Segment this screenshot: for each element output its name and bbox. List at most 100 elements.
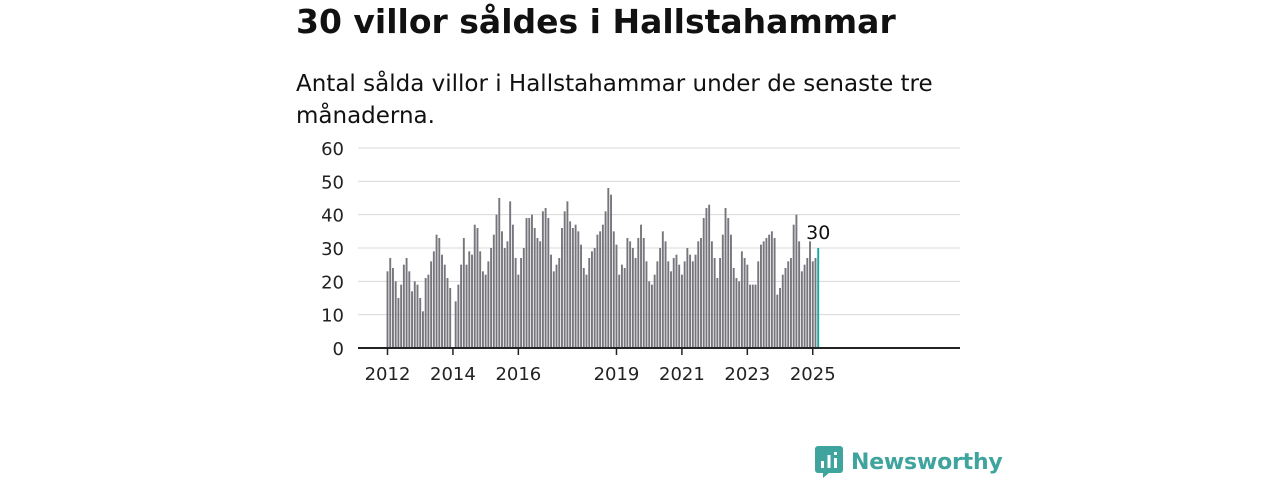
bar xyxy=(637,238,640,348)
bar xyxy=(735,278,738,348)
bar xyxy=(719,258,722,348)
bar xyxy=(732,268,735,348)
bar xyxy=(724,208,727,348)
bar xyxy=(661,231,664,348)
x-tick-label: 2025 xyxy=(790,364,836,385)
bar xyxy=(588,258,591,348)
bar xyxy=(795,214,798,348)
bar xyxy=(498,198,501,348)
bar xyxy=(408,271,411,348)
bar xyxy=(740,251,743,348)
bar xyxy=(552,271,555,348)
bar xyxy=(702,218,705,348)
bar xyxy=(705,208,708,348)
bar xyxy=(561,228,563,348)
bar xyxy=(514,258,517,348)
bar xyxy=(640,224,642,348)
bar xyxy=(490,248,493,348)
bar xyxy=(721,234,724,348)
bar xyxy=(495,214,498,348)
bar xyxy=(645,261,648,348)
bar xyxy=(615,244,618,348)
bar xyxy=(768,234,771,348)
highlight-bar xyxy=(817,248,820,348)
x-tick-label: 2012 xyxy=(365,364,411,385)
bar xyxy=(730,234,732,348)
bar xyxy=(462,238,465,348)
bar xyxy=(582,268,585,348)
bar xyxy=(757,261,760,348)
bar xyxy=(789,258,792,348)
newsworthy-brand: Newsworthy xyxy=(815,446,1003,478)
bar xyxy=(738,281,741,348)
y-tick-label: 20 xyxy=(321,272,344,293)
bar xyxy=(446,278,449,348)
bar xyxy=(435,234,438,348)
bar xyxy=(697,241,700,348)
y-tick-label: 60 xyxy=(321,139,344,160)
bar xyxy=(683,261,686,348)
bar xyxy=(760,244,762,348)
bar xyxy=(727,218,730,348)
bar xyxy=(528,218,531,348)
newsworthy-logo-icon xyxy=(815,446,843,478)
bar xyxy=(631,248,634,348)
bar xyxy=(566,201,569,348)
bar xyxy=(400,284,403,348)
page-subtitle: Antal sålda villor i Hallstahammar under… xyxy=(296,71,933,129)
bar xyxy=(577,231,580,348)
bar xyxy=(629,241,632,348)
bar xyxy=(713,258,716,348)
y-tick-label: 10 xyxy=(321,306,344,327)
bar xyxy=(762,241,765,348)
bar xyxy=(443,264,446,348)
bar xyxy=(618,274,621,348)
brand-name: Newsworthy xyxy=(851,449,1003,475)
bar xyxy=(800,271,803,348)
bar xyxy=(476,228,479,348)
x-tick-label: 2021 xyxy=(659,364,705,385)
bar xyxy=(424,278,427,348)
bar xyxy=(397,298,400,348)
bar xyxy=(716,278,719,348)
bar xyxy=(479,251,482,348)
bar xyxy=(402,264,405,348)
bar xyxy=(607,188,610,348)
bar xyxy=(413,281,416,348)
bar xyxy=(471,254,473,348)
bar xyxy=(689,254,692,348)
bar xyxy=(626,238,629,348)
bar xyxy=(441,254,443,348)
bar xyxy=(525,218,528,348)
bar xyxy=(751,284,754,348)
bar xyxy=(678,264,681,348)
bar xyxy=(481,271,484,348)
bar xyxy=(686,248,689,348)
bar xyxy=(506,241,509,348)
bar xyxy=(700,238,702,348)
y-tick-label: 40 xyxy=(321,206,344,227)
bar xyxy=(438,238,441,348)
bar xyxy=(563,211,566,348)
bar xyxy=(787,261,790,348)
bar xyxy=(501,231,503,348)
bar xyxy=(484,274,487,348)
bar xyxy=(749,284,752,348)
bar xyxy=(536,238,539,348)
bar xyxy=(465,264,468,348)
bar xyxy=(544,208,547,348)
bar xyxy=(550,254,553,348)
bar xyxy=(672,258,675,348)
bar xyxy=(585,274,588,348)
bar xyxy=(765,238,768,348)
bar xyxy=(656,261,659,348)
bar xyxy=(779,288,781,348)
page-title: 30 villor såldes i Hallstahammar xyxy=(296,2,896,41)
bar xyxy=(798,241,801,348)
bar xyxy=(610,194,612,348)
bar xyxy=(517,274,520,348)
bar xyxy=(680,274,683,348)
bar xyxy=(776,294,779,348)
bar xyxy=(520,258,523,348)
